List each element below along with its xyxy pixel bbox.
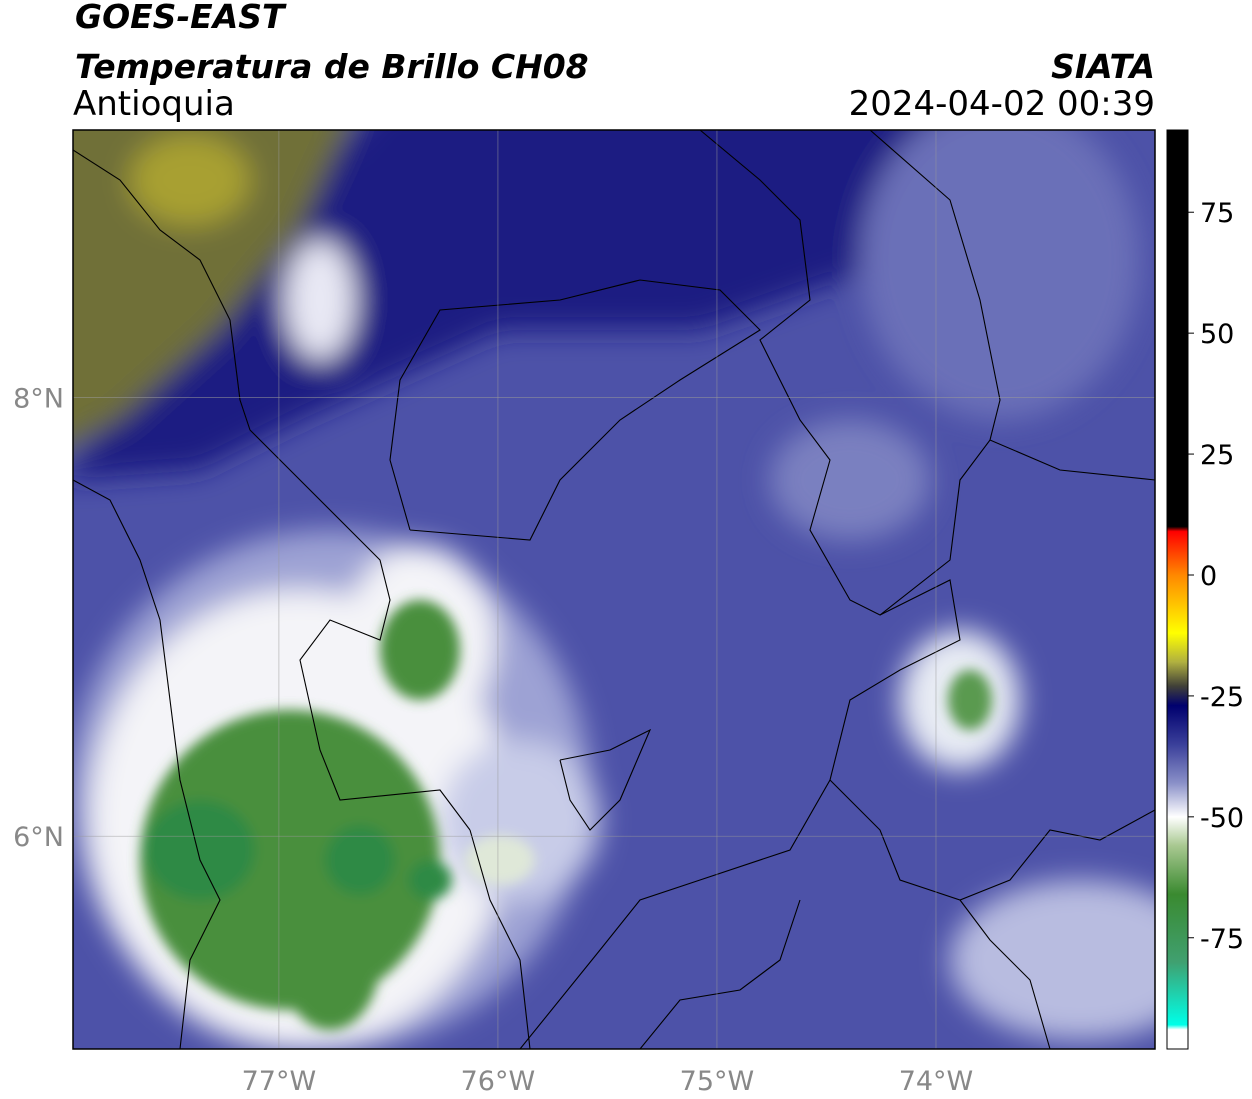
lon-tick-label: 76°W: [461, 1066, 536, 1097]
colorbar-tick-label: 50: [1200, 319, 1234, 350]
colorbar-tick-label: 75: [1200, 198, 1234, 229]
colorbar-tick-label: 0: [1200, 561, 1217, 592]
colorbar: [1166, 129, 1189, 1050]
region-label: Antioquia: [73, 84, 235, 124]
colorbar-tick-label: -25: [1200, 682, 1244, 713]
lon-tick-label: 75°W: [680, 1066, 755, 1097]
lat-tick-label: 6°N: [13, 822, 64, 853]
lat-tick-label: 8°N: [13, 384, 64, 415]
map-image: [73, 130, 1155, 1049]
product-title: Temperatura de Brillo CH08: [75, 47, 589, 86]
map-frame: [72, 129, 1156, 1050]
colorbar-tick-label: -50: [1200, 803, 1244, 834]
datetime-label: 2024-04-02 00:39: [849, 84, 1155, 124]
graticule: [73, 130, 1155, 1049]
lon-tick-label: 77°W: [242, 1066, 317, 1097]
colorbar-tick-label: 25: [1200, 440, 1234, 471]
satellite-title: GOES-EAST: [75, 0, 287, 36]
colorbar-tick-label: -75: [1200, 924, 1244, 955]
source-label: SIATA: [1051, 47, 1155, 86]
lon-tick-label: 74°W: [899, 1066, 974, 1097]
